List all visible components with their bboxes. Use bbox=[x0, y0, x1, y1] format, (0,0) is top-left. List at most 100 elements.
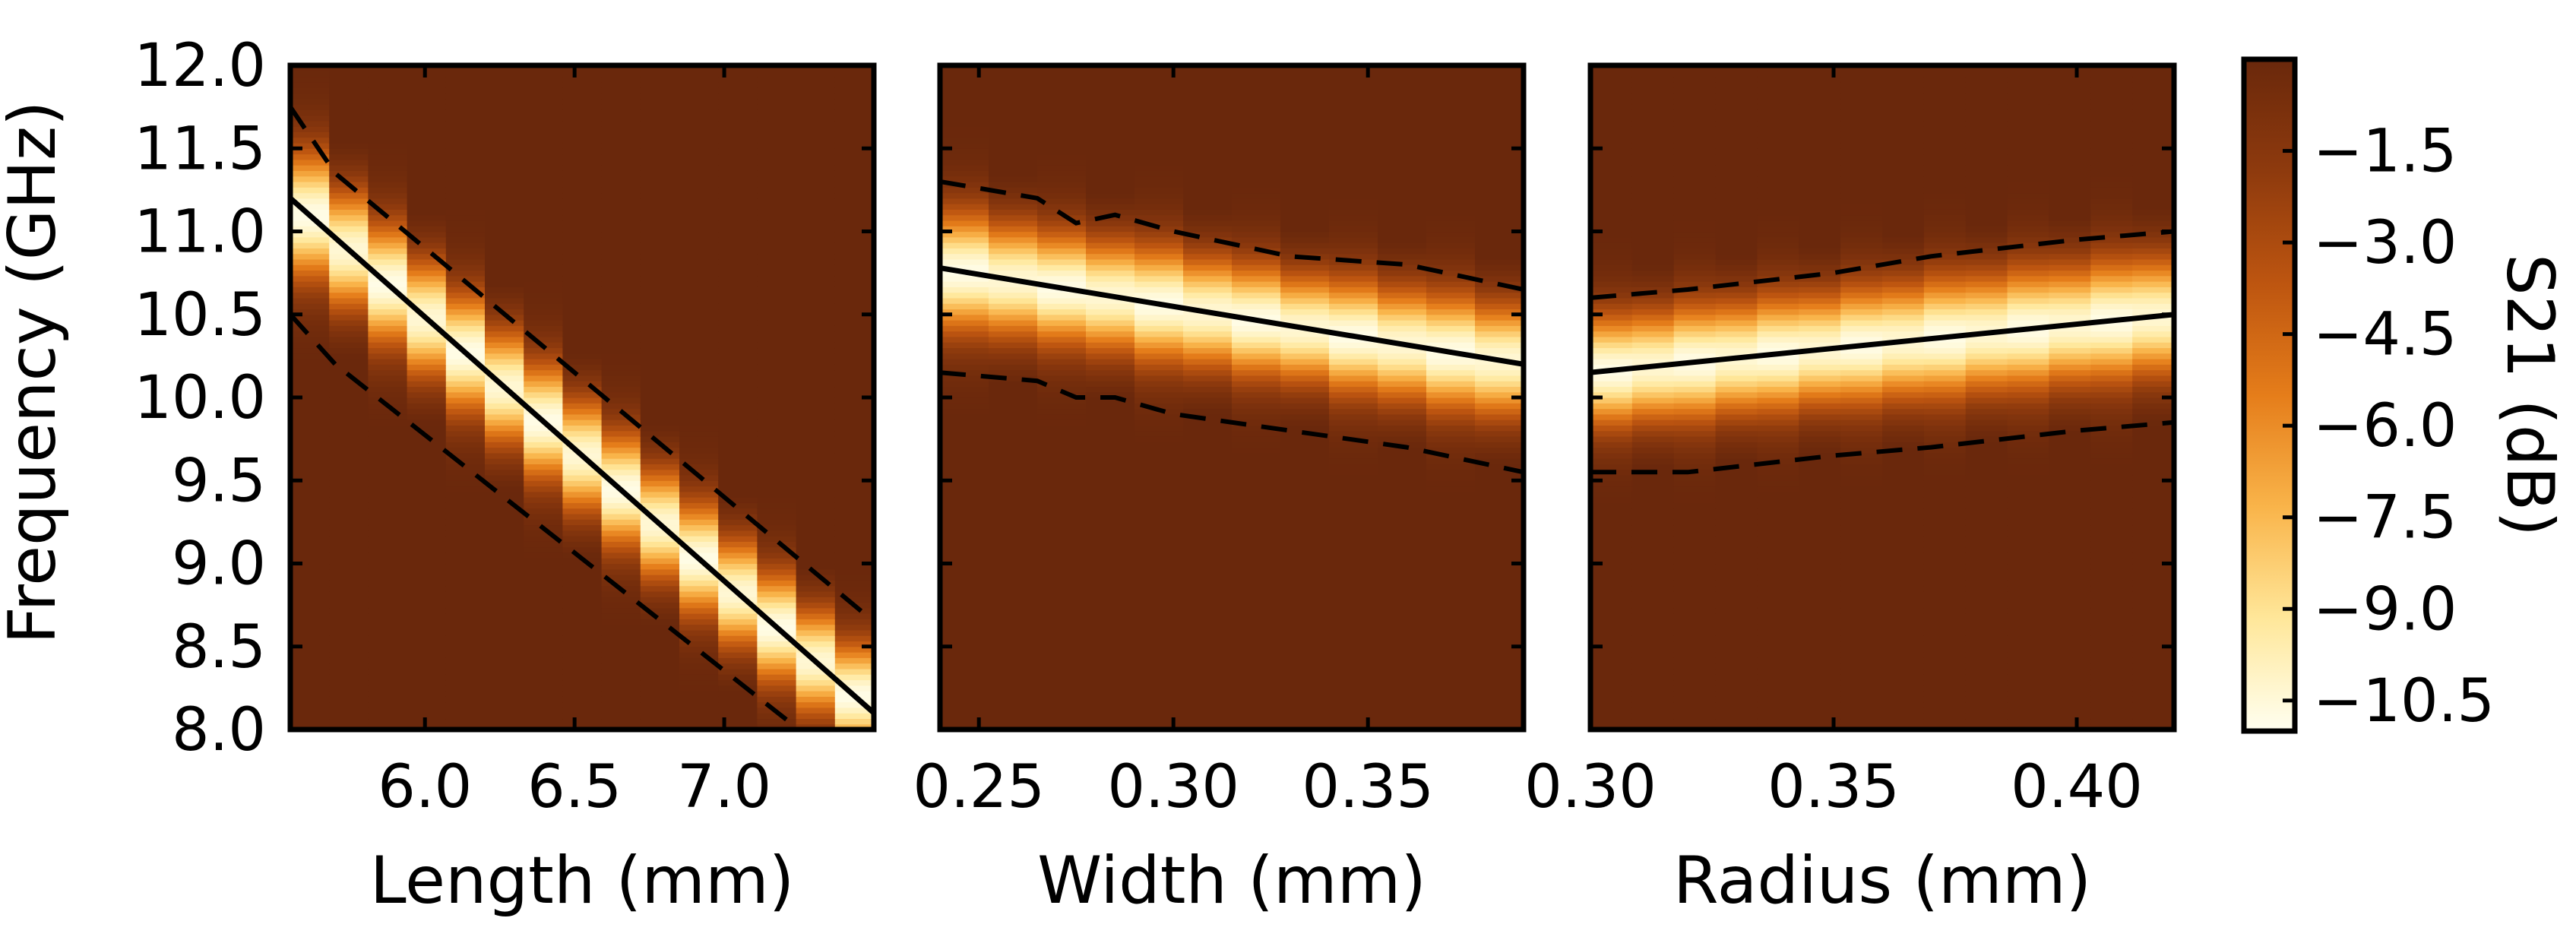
heatmap-cell bbox=[1923, 619, 1967, 625]
heatmap-cell bbox=[679, 646, 719, 653]
heatmap-cell bbox=[1426, 413, 1476, 420]
heatmap-cell bbox=[834, 364, 875, 371]
heatmap-cell bbox=[1183, 652, 1233, 658]
heatmap-cell bbox=[679, 297, 719, 304]
heatmap-cell bbox=[601, 469, 641, 476]
heatmap-cell bbox=[718, 568, 758, 575]
heatmap-cell bbox=[1631, 718, 1675, 725]
heatmap-cell bbox=[1232, 192, 1281, 199]
heatmap-cell bbox=[601, 109, 641, 116]
heatmap-cell bbox=[1799, 281, 1841, 287]
heatmap-cell bbox=[562, 635, 603, 642]
heatmap-cell bbox=[679, 652, 719, 658]
heatmap-cell bbox=[562, 154, 603, 160]
heatmap-cell bbox=[329, 270, 369, 277]
heatmap-cell bbox=[2132, 342, 2175, 349]
heatmap-cell bbox=[640, 469, 680, 476]
heatmap-cell bbox=[1280, 713, 1330, 720]
heatmap-cell bbox=[1715, 546, 1758, 553]
heatmap-cell bbox=[601, 502, 641, 509]
heatmap-cell bbox=[1757, 364, 1799, 371]
heatmap-cell bbox=[2090, 381, 2133, 388]
heatmap-cell bbox=[1037, 359, 1087, 365]
heatmap-cell bbox=[2049, 137, 2091, 144]
heatmap-cell bbox=[2049, 486, 2091, 492]
heatmap-cell bbox=[524, 624, 563, 631]
heatmap-cell bbox=[1673, 81, 1717, 88]
heatmap-cell bbox=[1329, 342, 1378, 349]
heatmap-cell bbox=[1086, 65, 1135, 71]
heatmap-cell bbox=[940, 115, 989, 122]
heatmap-cell bbox=[757, 170, 797, 177]
heatmap-cell bbox=[1232, 81, 1281, 88]
heatmap-cell bbox=[1183, 536, 1233, 542]
heatmap-cell bbox=[989, 258, 1038, 265]
heatmap-cell bbox=[524, 231, 563, 238]
heatmap-cell bbox=[2007, 519, 2050, 526]
heatmap-cell bbox=[989, 353, 1038, 359]
heatmap-cell bbox=[368, 109, 408, 116]
heatmap-cell bbox=[2007, 142, 2050, 149]
heatmap-cell bbox=[524, 486, 563, 492]
heatmap-cell bbox=[2090, 425, 2133, 432]
heatmap-cell bbox=[1840, 713, 1883, 720]
heatmap-cell bbox=[2132, 309, 2175, 315]
heatmap-cell bbox=[601, 530, 641, 537]
heatmap-cell bbox=[640, 109, 680, 116]
heatmap-cell bbox=[290, 563, 330, 570]
heatmap-cell bbox=[989, 502, 1038, 509]
heatmap-cell bbox=[1086, 93, 1135, 100]
heatmap-cell bbox=[1280, 214, 1330, 221]
heatmap-cell bbox=[1280, 536, 1330, 542]
heatmap-cell bbox=[2049, 297, 2091, 304]
heatmap-cell bbox=[485, 109, 524, 116]
heatmap-cell bbox=[329, 176, 369, 182]
heatmap-cell bbox=[1475, 452, 1524, 459]
heatmap-cell bbox=[1590, 519, 1633, 526]
heatmap-cell bbox=[1631, 131, 1675, 138]
heatmap-cell bbox=[1757, 541, 1799, 548]
heatmap-cell bbox=[562, 93, 603, 100]
heatmap-cell bbox=[562, 170, 603, 177]
heatmap-cell bbox=[1280, 541, 1330, 548]
heatmap-cell bbox=[1037, 281, 1087, 287]
heatmap-cell bbox=[757, 154, 797, 160]
heatmap-cell bbox=[1135, 629, 1184, 636]
heatmap-cell bbox=[407, 198, 447, 204]
heatmap-cell bbox=[796, 204, 836, 210]
heatmap-cell bbox=[407, 181, 447, 188]
heatmap-cell bbox=[2007, 613, 2050, 619]
heatmap-cell bbox=[2132, 718, 2175, 725]
heatmap-cell bbox=[2132, 652, 2175, 658]
heatmap-cell bbox=[1135, 419, 1184, 426]
heatmap-cell bbox=[718, 652, 758, 658]
heatmap-cell bbox=[1590, 103, 1633, 110]
heatmap-cell bbox=[1923, 154, 1967, 160]
heatmap-cell bbox=[1799, 480, 1841, 487]
heatmap-cell bbox=[940, 502, 989, 509]
heatmap-cell bbox=[1757, 619, 1799, 625]
heatmap-cell bbox=[679, 691, 719, 697]
heatmap-cell bbox=[1426, 264, 1476, 271]
heatmap-cell bbox=[1799, 87, 1841, 94]
heatmap-cell bbox=[368, 513, 408, 520]
heatmap-cell bbox=[1965, 469, 2008, 476]
heatmap-cell bbox=[1426, 668, 1476, 675]
heatmap-cell bbox=[2007, 524, 2050, 531]
heatmap-cell bbox=[1590, 701, 1633, 708]
heatmap-cell bbox=[834, 154, 875, 160]
heatmap-cell bbox=[1329, 226, 1378, 233]
heatmap-cell bbox=[1086, 652, 1135, 658]
heatmap-cell bbox=[1882, 602, 1925, 609]
heatmap-cell bbox=[1799, 558, 1841, 565]
heatmap-cell bbox=[1378, 452, 1427, 459]
heatmap-cell bbox=[1329, 192, 1378, 199]
heatmap-cell bbox=[796, 502, 836, 509]
heatmap-cell bbox=[989, 187, 1038, 194]
heatmap-cell bbox=[1590, 71, 1633, 78]
heatmap-cell bbox=[989, 442, 1038, 448]
heatmap-cell bbox=[1135, 558, 1184, 565]
heatmap-cell bbox=[2049, 663, 2091, 670]
heatmap-cell bbox=[1232, 491, 1281, 498]
heatmap-cell bbox=[796, 403, 836, 410]
